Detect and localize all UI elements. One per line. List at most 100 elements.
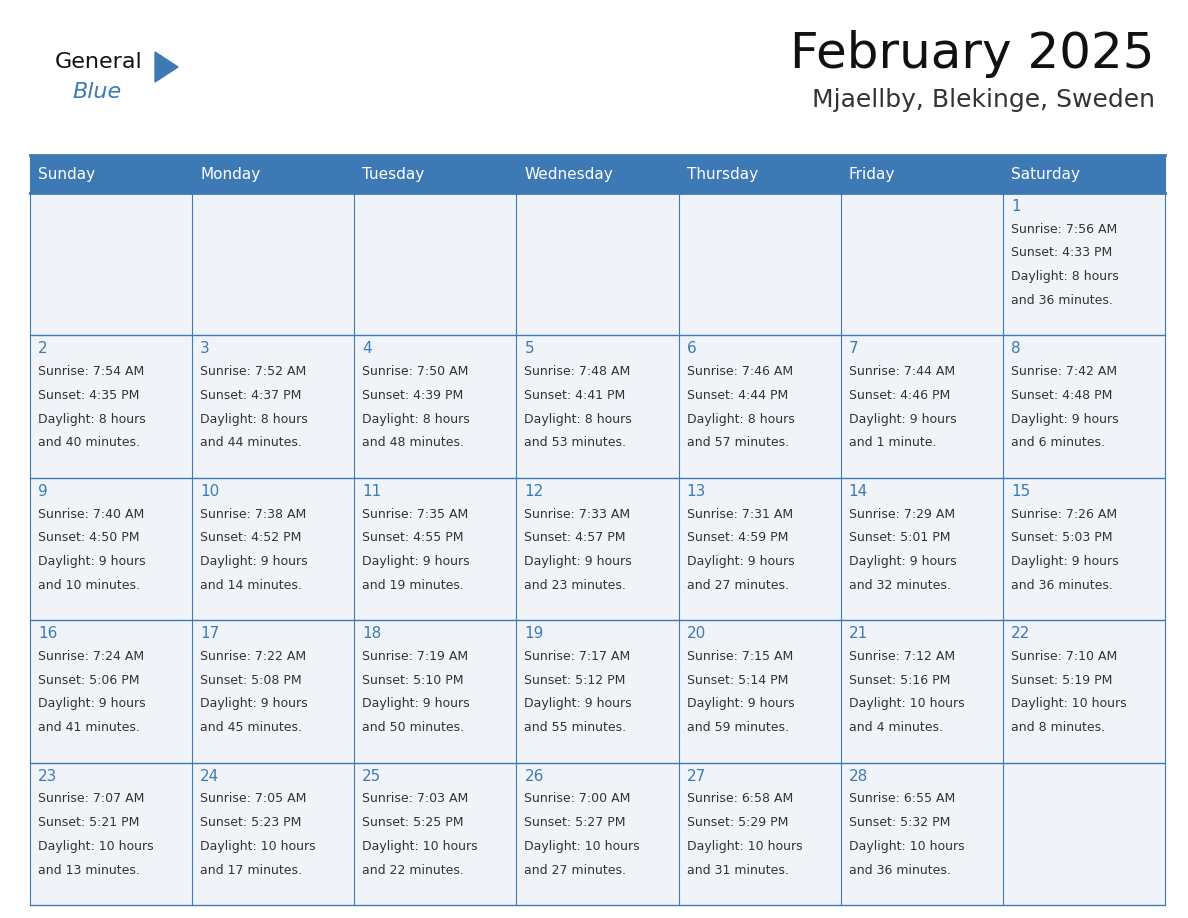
Text: Sunset: 5:06 PM: Sunset: 5:06 PM [38, 674, 139, 687]
Text: 26: 26 [524, 768, 544, 784]
Bar [678, 335, 841, 477]
Text: Sunset: 5:27 PM: Sunset: 5:27 PM [524, 816, 626, 829]
Text: Sunset: 5:32 PM: Sunset: 5:32 PM [848, 816, 950, 829]
Text: Sunday: Sunday [38, 166, 95, 182]
Bar [30, 621, 192, 763]
Bar [354, 335, 517, 477]
Text: and 57 minutes.: and 57 minutes. [687, 436, 789, 449]
Text: 17: 17 [200, 626, 220, 641]
Text: Sunset: 5:21 PM: Sunset: 5:21 PM [38, 816, 139, 829]
Text: Sunset: 5:23 PM: Sunset: 5:23 PM [200, 816, 302, 829]
Text: Sunrise: 7:07 AM: Sunrise: 7:07 AM [38, 792, 145, 805]
Text: Daylight: 9 hours: Daylight: 9 hours [687, 698, 795, 711]
Text: Sunrise: 7:44 AM: Sunrise: 7:44 AM [848, 365, 955, 378]
Text: Sunrise: 7:31 AM: Sunrise: 7:31 AM [687, 508, 792, 521]
Bar [354, 477, 517, 621]
Bar [517, 193, 678, 335]
Text: February 2025: February 2025 [790, 30, 1155, 78]
Text: 20: 20 [687, 626, 706, 641]
Text: and 45 minutes.: and 45 minutes. [200, 722, 302, 734]
Text: Daylight: 9 hours: Daylight: 9 hours [687, 555, 795, 568]
Text: Daylight: 9 hours: Daylight: 9 hours [1011, 555, 1118, 568]
Text: Daylight: 9 hours: Daylight: 9 hours [362, 555, 470, 568]
Text: Sunset: 4:41 PM: Sunset: 4:41 PM [524, 389, 626, 402]
Text: Sunrise: 7:00 AM: Sunrise: 7:00 AM [524, 792, 631, 805]
Text: 6: 6 [687, 341, 696, 356]
Bar [30, 155, 1165, 193]
Text: and 6 minutes.: and 6 minutes. [1011, 436, 1105, 449]
Bar [517, 335, 678, 477]
Text: Sunset: 4:46 PM: Sunset: 4:46 PM [848, 389, 950, 402]
Bar [678, 621, 841, 763]
Text: 22: 22 [1011, 626, 1030, 641]
Text: and 44 minutes.: and 44 minutes. [200, 436, 302, 449]
Bar [354, 621, 517, 763]
Text: Daylight: 8 hours: Daylight: 8 hours [38, 412, 146, 426]
Bar [1003, 763, 1165, 905]
Bar [192, 477, 354, 621]
Text: and 10 minutes.: and 10 minutes. [38, 578, 140, 592]
Text: Daylight: 10 hours: Daylight: 10 hours [362, 840, 478, 853]
Text: Sunrise: 7:35 AM: Sunrise: 7:35 AM [362, 508, 468, 521]
Text: 2: 2 [38, 341, 48, 356]
Text: and 36 minutes.: and 36 minutes. [1011, 294, 1113, 307]
Text: and 41 minutes.: and 41 minutes. [38, 722, 140, 734]
Text: and 13 minutes.: and 13 minutes. [38, 864, 140, 877]
Text: Wednesday: Wednesday [524, 166, 613, 182]
Text: and 32 minutes.: and 32 minutes. [848, 578, 950, 592]
Bar [678, 763, 841, 905]
Text: Daylight: 10 hours: Daylight: 10 hours [848, 698, 965, 711]
Bar [841, 335, 1003, 477]
Text: Daylight: 9 hours: Daylight: 9 hours [1011, 412, 1118, 426]
Text: 16: 16 [38, 626, 57, 641]
Text: Sunrise: 7:17 AM: Sunrise: 7:17 AM [524, 650, 631, 663]
Bar [30, 193, 192, 335]
Text: Daylight: 8 hours: Daylight: 8 hours [1011, 270, 1119, 283]
Bar [1003, 335, 1165, 477]
Bar [517, 477, 678, 621]
Text: Daylight: 8 hours: Daylight: 8 hours [687, 412, 795, 426]
Text: and 53 minutes.: and 53 minutes. [524, 436, 626, 449]
Bar [30, 335, 192, 477]
Bar [678, 477, 841, 621]
Text: Sunrise: 7:48 AM: Sunrise: 7:48 AM [524, 365, 631, 378]
Text: and 59 minutes.: and 59 minutes. [687, 722, 789, 734]
Text: 18: 18 [362, 626, 381, 641]
Text: Sunrise: 7:52 AM: Sunrise: 7:52 AM [200, 365, 307, 378]
Text: and 50 minutes.: and 50 minutes. [362, 722, 465, 734]
Text: 23: 23 [38, 768, 57, 784]
Text: and 22 minutes.: and 22 minutes. [362, 864, 465, 877]
Bar [30, 763, 192, 905]
Bar [841, 477, 1003, 621]
Text: and 17 minutes.: and 17 minutes. [200, 864, 302, 877]
Text: Sunrise: 7:22 AM: Sunrise: 7:22 AM [200, 650, 307, 663]
Text: 28: 28 [848, 768, 868, 784]
Text: 10: 10 [200, 484, 220, 498]
Text: 25: 25 [362, 768, 381, 784]
Text: Daylight: 10 hours: Daylight: 10 hours [200, 840, 316, 853]
Text: Mjaellby, Blekinge, Sweden: Mjaellby, Blekinge, Sweden [813, 88, 1155, 112]
Text: Daylight: 9 hours: Daylight: 9 hours [524, 698, 632, 711]
Text: 15: 15 [1011, 484, 1030, 498]
Text: and 23 minutes.: and 23 minutes. [524, 578, 626, 592]
Text: Sunset: 5:03 PM: Sunset: 5:03 PM [1011, 532, 1112, 544]
Text: Daylight: 10 hours: Daylight: 10 hours [38, 840, 153, 853]
Text: Sunset: 5:25 PM: Sunset: 5:25 PM [362, 816, 463, 829]
Text: and 48 minutes.: and 48 minutes. [362, 436, 465, 449]
Text: Daylight: 10 hours: Daylight: 10 hours [524, 840, 640, 853]
Text: 12: 12 [524, 484, 544, 498]
Bar [841, 193, 1003, 335]
Text: Saturday: Saturday [1011, 166, 1080, 182]
Bar [192, 763, 354, 905]
Text: Friday: Friday [848, 166, 895, 182]
Text: Sunset: 4:50 PM: Sunset: 4:50 PM [38, 532, 139, 544]
Text: Sunset: 5:01 PM: Sunset: 5:01 PM [848, 532, 950, 544]
Text: Sunrise: 7:50 AM: Sunrise: 7:50 AM [362, 365, 468, 378]
Text: Sunrise: 7:12 AM: Sunrise: 7:12 AM [848, 650, 955, 663]
Text: Sunrise: 7:38 AM: Sunrise: 7:38 AM [200, 508, 307, 521]
Text: and 36 minutes.: and 36 minutes. [848, 864, 950, 877]
Text: Sunset: 5:29 PM: Sunset: 5:29 PM [687, 816, 788, 829]
Text: Sunset: 4:57 PM: Sunset: 4:57 PM [524, 532, 626, 544]
Text: Sunset: 4:39 PM: Sunset: 4:39 PM [362, 389, 463, 402]
Text: General: General [55, 52, 143, 72]
